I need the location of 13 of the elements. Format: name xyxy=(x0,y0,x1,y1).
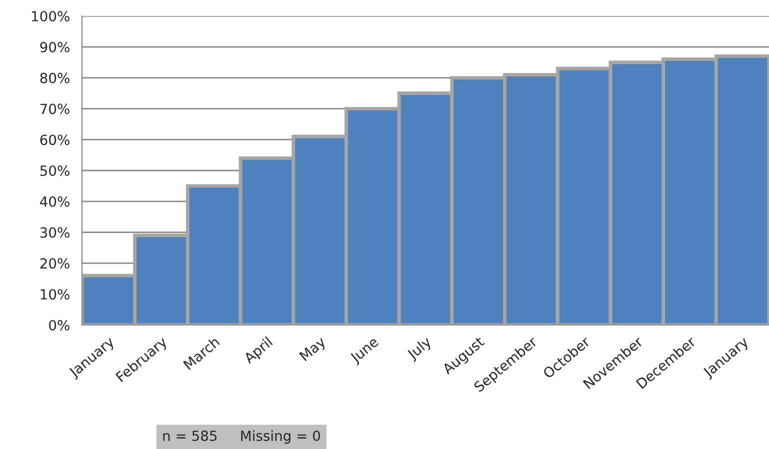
y-tick-label: 10% xyxy=(40,289,70,300)
y-tick-label: 30% xyxy=(40,227,70,238)
y-tick-label: 20% xyxy=(40,258,70,269)
y-tick-label: 60% xyxy=(40,134,70,146)
text: n = 585 Missing = 0 xyxy=(163,430,320,444)
y-tick-label: 100% xyxy=(32,10,70,22)
y-tick-label: 50% xyxy=(40,165,70,176)
y-tick-label: 80% xyxy=(40,72,70,84)
y-tick-label: 90% xyxy=(40,42,70,52)
y-tick-label: 70% xyxy=(40,104,70,114)
x-tick-label: May xyxy=(299,336,328,364)
y-tick-label: 0% xyxy=(49,320,70,330)
y-tick-label: 40% xyxy=(40,196,70,207)
